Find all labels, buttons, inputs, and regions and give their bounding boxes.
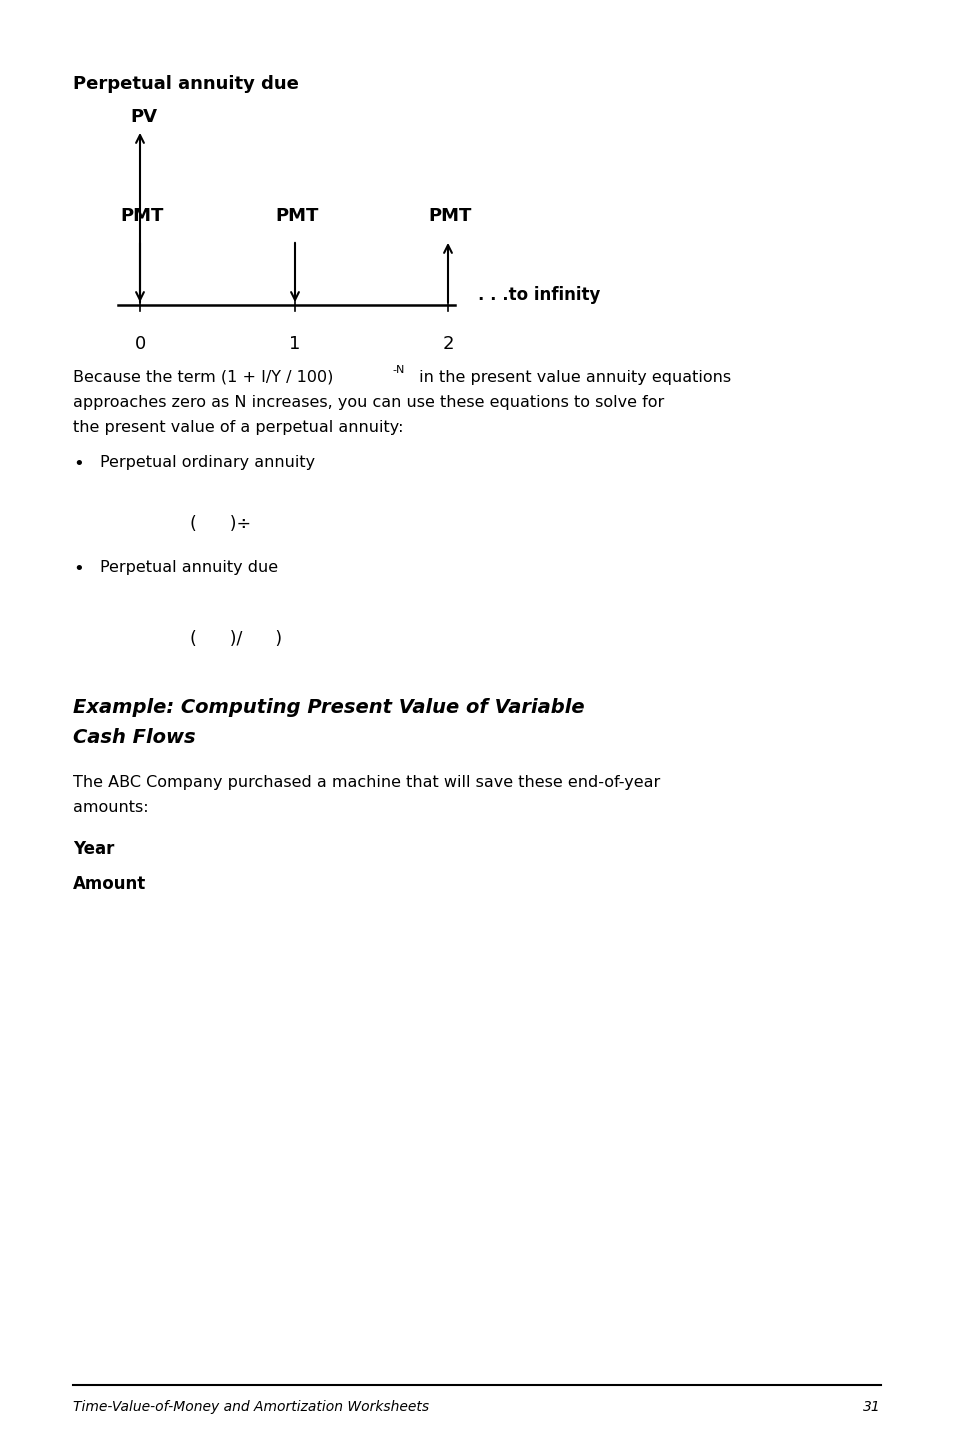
Text: in the present value annuity equations: in the present value annuity equations	[414, 369, 730, 385]
Text: Perpetual annuity due: Perpetual annuity due	[73, 75, 298, 93]
Text: •: •	[73, 455, 84, 472]
Text: Perpetual ordinary annuity: Perpetual ordinary annuity	[100, 455, 314, 469]
Text: The ABC Company purchased a machine that will save these end-of-year: The ABC Company purchased a machine that…	[73, 775, 659, 790]
Text: PMT: PMT	[274, 207, 318, 225]
Text: Perpetual annuity due: Perpetual annuity due	[100, 559, 278, 575]
Text: Year: Year	[73, 840, 114, 858]
Text: 31: 31	[862, 1400, 880, 1414]
Text: •: •	[73, 559, 84, 578]
Text: PMT: PMT	[120, 207, 163, 225]
Text: amounts:: amounts:	[73, 800, 149, 814]
Text: (      )/      ): ( )/ )	[190, 630, 282, 648]
Text: Cash Flows: Cash Flows	[73, 727, 195, 748]
Text: PMT: PMT	[428, 207, 471, 225]
Text: . . .to infinity: . . .to infinity	[477, 285, 599, 304]
Text: -N: -N	[393, 365, 404, 375]
Text: 1: 1	[289, 335, 300, 354]
Text: (      )÷: ( )÷	[190, 514, 251, 533]
Text: Time-Value-of-Money and Amortization Worksheets: Time-Value-of-Money and Amortization Wor…	[73, 1400, 429, 1414]
Text: PV: PV	[130, 109, 157, 126]
Text: Example: Computing Present Value of Variable: Example: Computing Present Value of Vari…	[73, 698, 584, 717]
Text: 2: 2	[442, 335, 454, 354]
Text: approaches zero as N increases, you can use these equations to solve for: approaches zero as N increases, you can …	[73, 396, 663, 410]
Text: Because the term (1 + I/Y / 100): Because the term (1 + I/Y / 100)	[73, 369, 333, 385]
Text: 0: 0	[134, 335, 146, 354]
Text: the present value of a perpetual annuity:: the present value of a perpetual annuity…	[73, 420, 403, 435]
Text: Amount: Amount	[73, 875, 146, 893]
